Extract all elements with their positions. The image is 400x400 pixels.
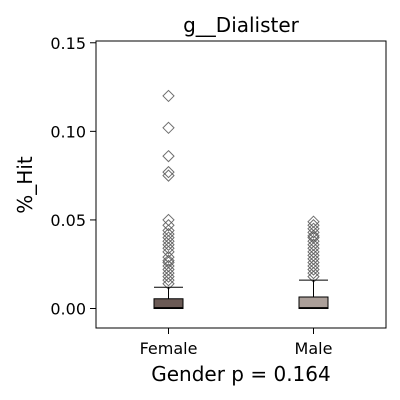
box-group-female (153, 89, 184, 310)
y-tick-label: 0.15 (50, 34, 86, 53)
outlier-point (307, 222, 320, 235)
outlier-point (162, 273, 175, 287)
outlier-point (162, 238, 175, 251)
outlier-point (307, 229, 320, 243)
y-axis: 0.00 0.05 0.10 0.15 (50, 34, 96, 319)
y-axis-label: %_Hit (13, 156, 37, 214)
outlier-point (162, 254, 175, 267)
chart-title: g__Dialister (183, 13, 300, 37)
outlier-point (162, 250, 175, 264)
x-tick-label: Male (295, 339, 333, 358)
outlier-point (307, 226, 320, 239)
y-tick-label: 0.10 (50, 122, 86, 141)
box-group-male (298, 215, 329, 310)
outlier-point (162, 219, 175, 232)
box-iqr (153, 298, 184, 310)
outlier-point (162, 169, 175, 182)
x-axis: Female Male (140, 328, 333, 358)
outlier-point (307, 266, 320, 280)
outlier-point (162, 165, 175, 179)
y-tick-label: 0.05 (50, 211, 86, 230)
y-tick-label: 0.00 (50, 300, 86, 319)
plot-content (153, 89, 329, 310)
box-iqr (298, 296, 329, 310)
outlier-point (162, 121, 175, 135)
outlier-point (162, 89, 175, 103)
plot-frame (95, 40, 387, 329)
x-tick-label: Female (140, 339, 198, 358)
outlier-point (162, 242, 175, 255)
outlier-point (162, 270, 175, 283)
x-axis-label: Gender p = 0.164 (151, 362, 330, 386)
outlier-point (307, 263, 320, 276)
outlier-point (162, 149, 175, 163)
